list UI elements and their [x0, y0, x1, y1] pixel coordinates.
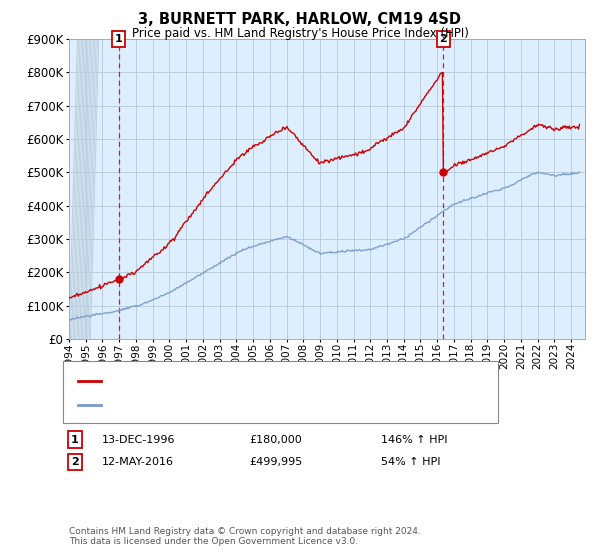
Text: 2: 2: [71, 457, 79, 467]
Text: HPI: Average price, semi-detached house, Harlow: HPI: Average price, semi-detached house,…: [105, 400, 363, 409]
Text: 13-DEC-1996: 13-DEC-1996: [102, 435, 176, 445]
Text: 146% ↑ HPI: 146% ↑ HPI: [381, 435, 448, 445]
Text: 3, BURNETT PARK, HARLOW, CM19 4SD (semi-detached house): 3, BURNETT PARK, HARLOW, CM19 4SD (semi-…: [105, 376, 433, 386]
Text: 1: 1: [115, 34, 122, 44]
Text: £499,995: £499,995: [249, 457, 302, 467]
Text: 54% ↑ HPI: 54% ↑ HPI: [381, 457, 440, 467]
Text: Price paid vs. HM Land Registry's House Price Index (HPI): Price paid vs. HM Land Registry's House …: [131, 27, 469, 40]
Text: Contains HM Land Registry data © Crown copyright and database right 2024.
This d: Contains HM Land Registry data © Crown c…: [69, 526, 421, 546]
Text: £180,000: £180,000: [249, 435, 302, 445]
Text: 2: 2: [440, 34, 447, 44]
Text: 3, BURNETT PARK, HARLOW, CM19 4SD: 3, BURNETT PARK, HARLOW, CM19 4SD: [139, 12, 461, 27]
Text: 1: 1: [71, 435, 79, 445]
Text: 12-MAY-2016: 12-MAY-2016: [102, 457, 174, 467]
Polygon shape: [69, 39, 91, 339]
